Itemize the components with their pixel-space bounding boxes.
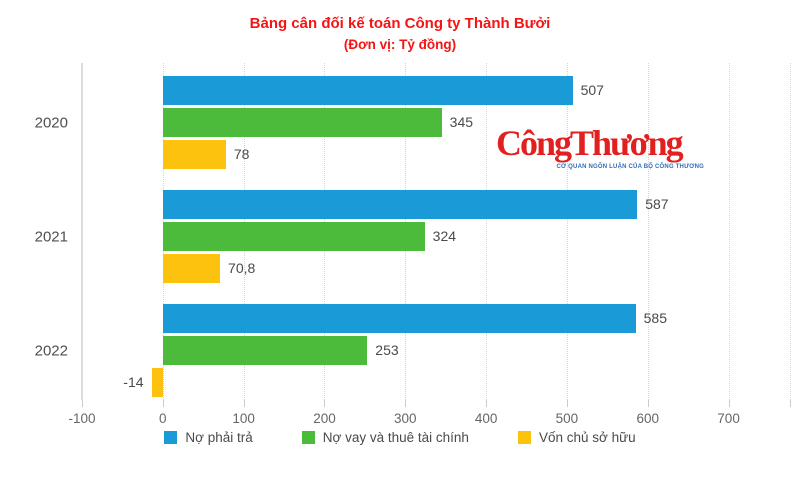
x-tickmark xyxy=(324,400,326,407)
chart-title-line1: Bảng cân đối kế toán Công ty Thành Bưởi xyxy=(249,15,551,32)
bar-value-label: 324 xyxy=(432,228,457,244)
bar-row: 507 xyxy=(82,76,790,105)
bar-row: -14 xyxy=(82,368,790,397)
bar-row: 345 xyxy=(82,108,790,137)
bar-row: 587 xyxy=(82,190,790,219)
bar-row: 585 xyxy=(82,304,790,333)
chart-subtitle: (Đơn vị: Tỷ đồng) xyxy=(343,36,457,52)
bar-value-label: 70,8 xyxy=(228,260,256,276)
x-tick-label: 500 xyxy=(555,411,579,426)
x-tick-label: 600 xyxy=(636,411,660,426)
x-tick-label: 100 xyxy=(232,411,255,426)
x-tickmarks xyxy=(82,400,791,407)
x-tickmark xyxy=(162,400,164,407)
year-label: 2020 xyxy=(34,114,68,131)
gridline xyxy=(486,63,488,400)
x-tickmark xyxy=(243,400,245,407)
bar-group-2022: 2022 585 253 -14 xyxy=(35,304,790,397)
x-tick-label: 300 xyxy=(394,411,417,426)
bar-value-label: -14 xyxy=(123,374,144,390)
congthuong-logo-tagline: CƠ QUAN NGÔN LUẬN CỦA BỘ CÔNG THƯƠNG xyxy=(556,163,704,170)
bar-row: 253 xyxy=(82,336,790,365)
bar-value-label: 253 xyxy=(375,342,399,358)
bar-2022-series-0 xyxy=(162,304,636,333)
x-tick-label: -100 xyxy=(68,411,96,426)
y-axis-line xyxy=(81,63,83,400)
bar-value-label: 587 xyxy=(645,196,669,212)
gridline xyxy=(790,63,791,400)
x-tick-labels: -100 0 100 200 300 400 500 600 700 xyxy=(68,411,790,427)
chart-title: Bảng cân đối kế toán Công ty Thành Bưởi … xyxy=(0,13,800,54)
x-tickmark xyxy=(486,400,488,407)
bar-value-label: 78 xyxy=(233,146,250,162)
bar-row: 78 xyxy=(82,140,790,169)
bar-group-2021: 2021 587 324 70,8 xyxy=(35,190,790,283)
x-tick-label: 0 xyxy=(159,411,167,426)
gridline xyxy=(647,63,649,400)
legend-swatch-icon xyxy=(517,431,531,444)
x-tickmark xyxy=(82,400,83,407)
bar-2021-series-0 xyxy=(162,190,638,219)
bar-2020-series-2 xyxy=(162,140,226,169)
plot-area: 2020 507 345 78 2021 587 324 70,8 2022 585 253 -14 … xyxy=(35,63,791,426)
legend-label: Nợ phải trả xyxy=(185,430,253,445)
year-label: 2021 xyxy=(34,228,68,245)
plot-rows: 2020 507 345 78 2021 587 324 70,8 2022 585 253 -14 xyxy=(35,76,790,418)
x-tick-label: 200 xyxy=(313,411,336,426)
bar-2021-series-2 xyxy=(162,254,221,283)
bar-2020-series-1 xyxy=(162,108,442,137)
bar-group-2020: 2020 507 345 78 xyxy=(35,76,790,169)
legend-item-2: Vốn chủ sở hữu xyxy=(517,430,636,445)
bar-2020-series-0 xyxy=(162,76,573,105)
bar-2022-series-1 xyxy=(162,336,368,365)
legend-item-1: Nợ vay và thuê tài chính xyxy=(301,430,469,445)
x-tickmark xyxy=(566,400,568,407)
legend-item-0: Nợ phải trả xyxy=(164,430,253,445)
x-tick-label: 700 xyxy=(717,411,740,426)
congthuong-logo-text: CôngThương xyxy=(496,123,684,163)
bar-value-label: 585 xyxy=(643,310,667,326)
bar-value-label: 507 xyxy=(580,82,604,98)
bar-value-label: 345 xyxy=(449,114,474,130)
bar-2022-series-2 xyxy=(151,368,163,397)
legend: Nợ phải trả Nợ vay và thuê tài chính Vốn c… xyxy=(0,430,800,445)
bar-row: 70,8 xyxy=(82,254,790,283)
x-tickmark xyxy=(790,400,791,407)
legend-swatch-icon xyxy=(164,431,178,444)
bar-2021-series-1 xyxy=(162,222,425,251)
congthuong-logo: CôngThương CƠ QUAN NGÔN LUẬN CỦA BỘ CÔNG… xyxy=(496,123,704,170)
gridline xyxy=(728,63,730,400)
legend-swatch-icon xyxy=(301,431,315,444)
x-tickmark xyxy=(728,400,730,407)
legend-label: Nợ vay và thuê tài chính xyxy=(322,430,469,445)
gridline xyxy=(566,63,568,400)
legend-label: Vốn chủ sở hữu xyxy=(538,430,636,445)
x-tick-label: 400 xyxy=(474,411,498,426)
bar-row: 324 xyxy=(82,222,790,251)
year-label: 2022 xyxy=(34,342,68,359)
x-tickmark xyxy=(647,400,649,407)
x-tickmark xyxy=(405,400,407,407)
